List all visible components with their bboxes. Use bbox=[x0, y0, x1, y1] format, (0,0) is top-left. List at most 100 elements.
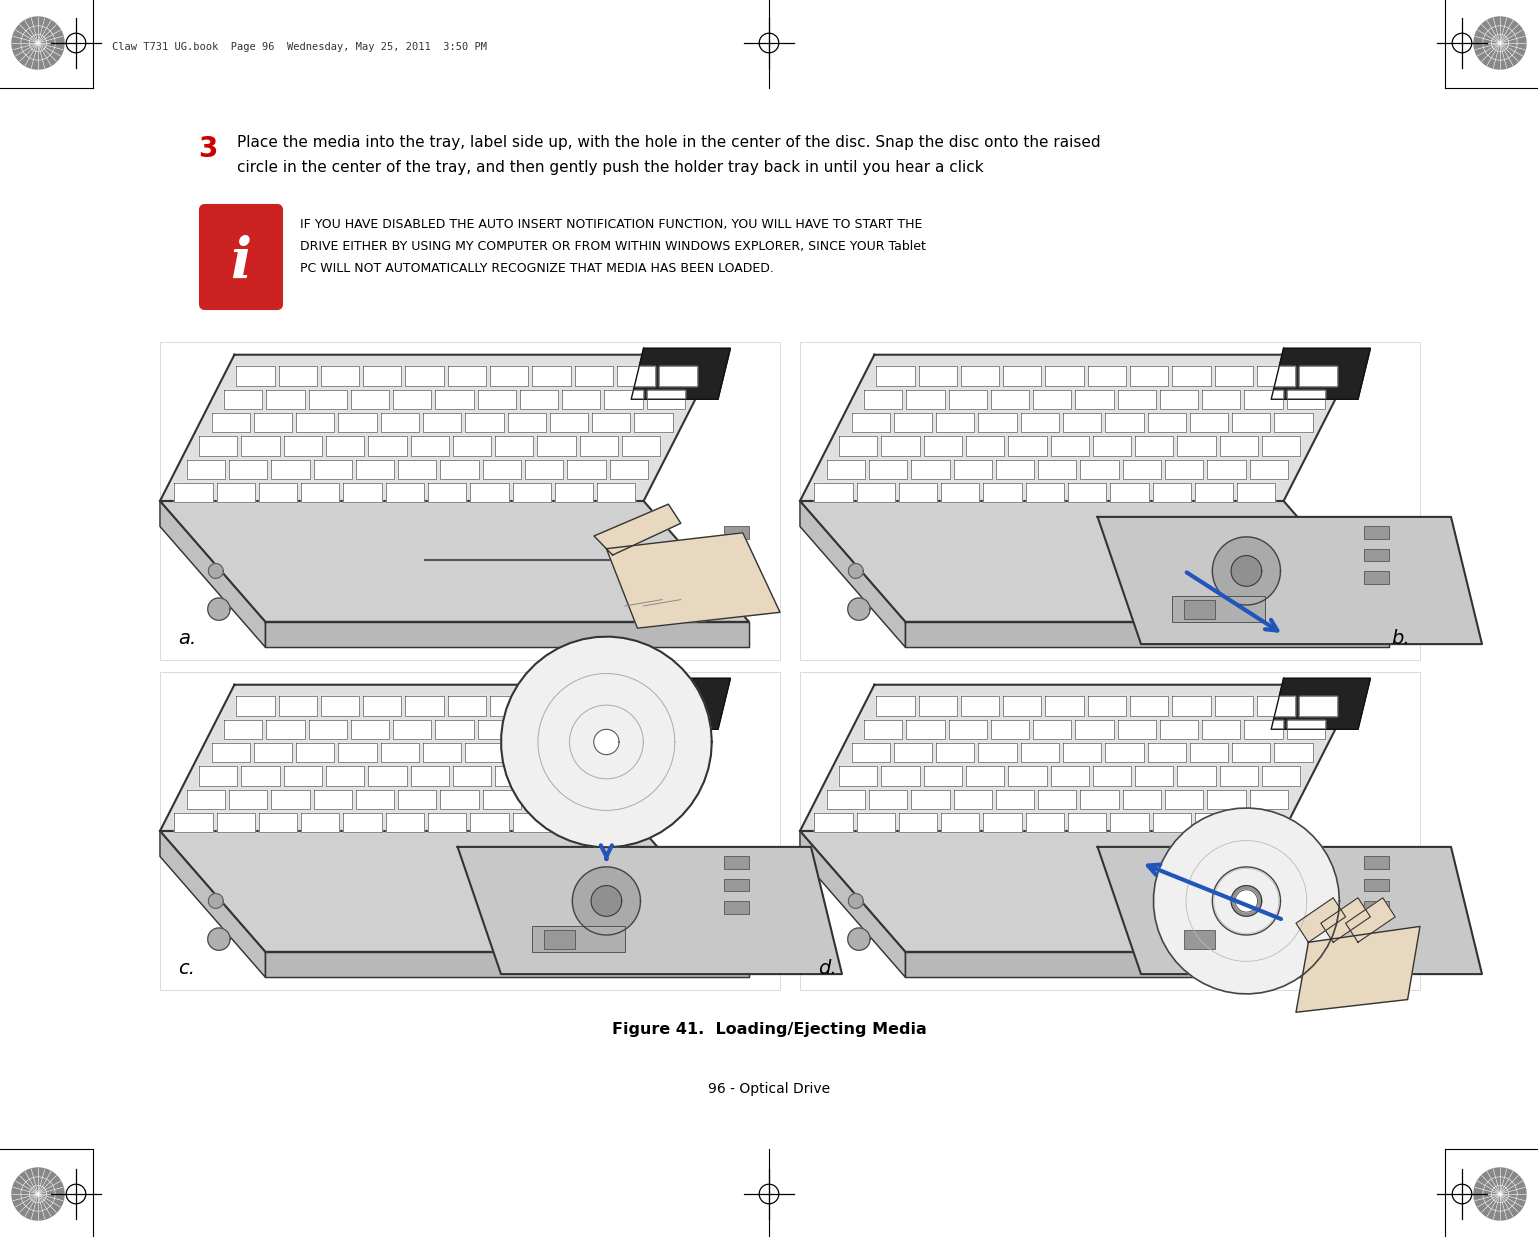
Polygon shape bbox=[309, 390, 346, 409]
Text: b.: b. bbox=[1392, 628, 1410, 648]
Polygon shape bbox=[898, 813, 937, 833]
Polygon shape bbox=[563, 720, 600, 738]
Text: Claw T731 UG.book  Page 96  Wednesday, May 25, 2011  3:50 PM: Claw T731 UG.book Page 96 Wednesday, May… bbox=[112, 42, 488, 52]
Polygon shape bbox=[537, 437, 575, 455]
Polygon shape bbox=[1110, 813, 1149, 833]
Polygon shape bbox=[1094, 437, 1130, 455]
Polygon shape bbox=[604, 720, 643, 738]
Polygon shape bbox=[1346, 898, 1395, 943]
Polygon shape bbox=[568, 459, 606, 479]
Polygon shape bbox=[266, 951, 749, 977]
Polygon shape bbox=[1135, 437, 1173, 455]
Bar bbox=[1364, 901, 1389, 914]
Polygon shape bbox=[898, 482, 937, 502]
Polygon shape bbox=[471, 482, 509, 502]
Polygon shape bbox=[1300, 366, 1338, 386]
Polygon shape bbox=[660, 366, 697, 386]
Polygon shape bbox=[200, 437, 237, 455]
Polygon shape bbox=[1230, 555, 1261, 586]
Polygon shape bbox=[983, 813, 1021, 833]
Polygon shape bbox=[368, 437, 406, 455]
Polygon shape bbox=[815, 482, 852, 502]
Polygon shape bbox=[549, 743, 588, 762]
Bar bbox=[1364, 878, 1389, 892]
Polygon shape bbox=[338, 743, 377, 762]
Polygon shape bbox=[634, 413, 672, 432]
Polygon shape bbox=[520, 390, 558, 409]
Bar bbox=[532, 927, 624, 951]
Polygon shape bbox=[186, 789, 225, 809]
Polygon shape bbox=[208, 893, 223, 908]
Polygon shape bbox=[1207, 789, 1246, 809]
Polygon shape bbox=[555, 813, 594, 833]
Polygon shape bbox=[1235, 889, 1258, 912]
Polygon shape bbox=[254, 413, 292, 432]
Polygon shape bbox=[368, 766, 406, 785]
Polygon shape bbox=[1110, 482, 1149, 502]
Polygon shape bbox=[849, 893, 863, 908]
Polygon shape bbox=[869, 789, 907, 809]
Polygon shape bbox=[520, 720, 558, 738]
Text: i: i bbox=[231, 235, 252, 289]
Polygon shape bbox=[877, 696, 915, 715]
Polygon shape bbox=[321, 366, 360, 386]
Polygon shape bbox=[160, 831, 266, 977]
Polygon shape bbox=[869, 459, 907, 479]
Polygon shape bbox=[990, 390, 1029, 409]
Polygon shape bbox=[961, 696, 1000, 715]
Polygon shape bbox=[1034, 720, 1072, 738]
Polygon shape bbox=[1178, 766, 1215, 785]
Text: Place the media into the tray, label side up, with the hole in the center of the: Place the media into the tray, label sid… bbox=[237, 135, 1101, 150]
Polygon shape bbox=[597, 813, 635, 833]
Polygon shape bbox=[978, 413, 1017, 432]
Polygon shape bbox=[452, 437, 491, 455]
Polygon shape bbox=[881, 437, 920, 455]
Polygon shape bbox=[491, 366, 529, 386]
Polygon shape bbox=[1152, 482, 1190, 502]
Polygon shape bbox=[1257, 366, 1295, 386]
Polygon shape bbox=[491, 696, 529, 715]
Polygon shape bbox=[609, 789, 647, 809]
Polygon shape bbox=[464, 413, 503, 432]
Polygon shape bbox=[864, 390, 903, 409]
Text: Figure 41.  Loading/Ejecting Media: Figure 41. Loading/Ejecting Media bbox=[612, 1022, 926, 1037]
Polygon shape bbox=[398, 459, 437, 479]
Text: a.: a. bbox=[178, 628, 197, 648]
Polygon shape bbox=[278, 366, 317, 386]
Polygon shape bbox=[1190, 743, 1227, 762]
Bar bbox=[724, 549, 749, 562]
Polygon shape bbox=[217, 813, 255, 833]
Polygon shape bbox=[423, 413, 461, 432]
Polygon shape bbox=[591, 886, 621, 917]
Polygon shape bbox=[997, 789, 1034, 809]
Polygon shape bbox=[1237, 482, 1275, 502]
Polygon shape bbox=[1152, 813, 1190, 833]
Polygon shape bbox=[448, 696, 486, 715]
Polygon shape bbox=[949, 720, 987, 738]
Polygon shape bbox=[381, 743, 418, 762]
Polygon shape bbox=[555, 482, 594, 502]
Polygon shape bbox=[537, 766, 575, 785]
Polygon shape bbox=[1164, 789, 1203, 809]
Polygon shape bbox=[634, 743, 672, 762]
Polygon shape bbox=[208, 597, 231, 620]
Polygon shape bbox=[1473, 17, 1526, 69]
Polygon shape bbox=[160, 685, 718, 831]
Bar bbox=[160, 672, 780, 990]
Polygon shape bbox=[894, 743, 932, 762]
Polygon shape bbox=[568, 789, 606, 809]
Polygon shape bbox=[394, 390, 431, 409]
Polygon shape bbox=[428, 482, 466, 502]
Text: c.: c. bbox=[178, 959, 195, 978]
Polygon shape bbox=[1021, 413, 1060, 432]
Polygon shape bbox=[592, 743, 631, 762]
Bar bbox=[724, 856, 749, 870]
Bar bbox=[1184, 929, 1215, 949]
Polygon shape bbox=[1009, 437, 1046, 455]
Polygon shape bbox=[508, 413, 546, 432]
Polygon shape bbox=[572, 867, 640, 935]
Polygon shape bbox=[1212, 867, 1281, 935]
Polygon shape bbox=[1272, 678, 1370, 730]
Polygon shape bbox=[1021, 743, 1060, 762]
Polygon shape bbox=[1026, 813, 1064, 833]
